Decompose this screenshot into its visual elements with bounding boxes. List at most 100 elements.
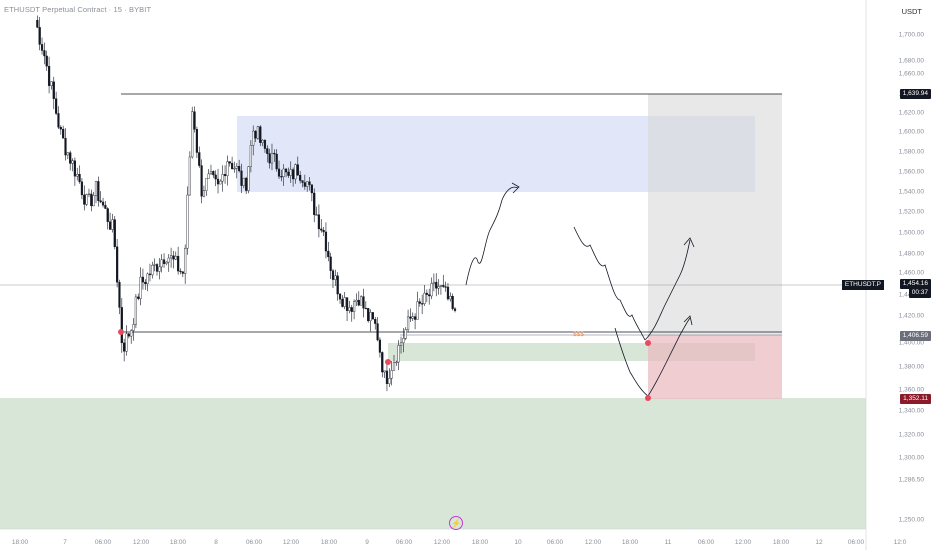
candle-body (355, 299, 358, 302)
price-tick-label: 1,580.00 (898, 148, 924, 156)
price-tick-label: 1,540.00 (898, 188, 924, 196)
candle-body (209, 171, 213, 175)
time-tick-label: 18:00 (320, 539, 338, 546)
candle-body (137, 296, 140, 299)
candle-body (308, 181, 311, 185)
candle-body (392, 362, 396, 371)
candle-body (174, 255, 177, 260)
candle-body (376, 323, 379, 341)
candle-body (320, 228, 323, 231)
candle-body (367, 308, 370, 322)
projection-path-1 (465, 186, 519, 286)
time-tick-label: 12:00 (584, 539, 602, 546)
candle-body (284, 168, 288, 173)
liquidity-label: $$$ (573, 331, 584, 338)
candle-body (38, 27, 41, 45)
time-tick-label: 06:00 (395, 539, 413, 546)
chart-title: ETHUSDT Perpetual Contract · 15 · BYBIT (4, 5, 152, 14)
candle-body (317, 214, 321, 230)
candle-body (71, 160, 74, 164)
candle-body (277, 168, 281, 177)
candle-body (383, 370, 386, 373)
time-tick-label: 18:00 (621, 539, 639, 546)
candle-body (226, 161, 229, 177)
candle-body (357, 299, 360, 306)
candle-body (214, 174, 217, 180)
price-tick-label: 1,360.00 (898, 386, 924, 394)
projection-path-3 (644, 239, 691, 341)
price-tick-label: 1,560.00 (898, 168, 924, 176)
candle-body (66, 152, 69, 156)
candle-body (162, 259, 166, 264)
time-tick-label: 12:00 (282, 539, 300, 546)
candle-body (381, 352, 384, 373)
candle-body (146, 273, 149, 284)
candle-body (322, 230, 325, 233)
candle-body (397, 345, 400, 363)
candle-body (113, 219, 116, 248)
candle-body (287, 171, 290, 176)
candle-body (221, 174, 224, 182)
candle-body (345, 297, 349, 311)
candle-body (350, 307, 353, 312)
candle-body (416, 301, 419, 320)
candle-body (158, 266, 161, 272)
candle-body (151, 265, 154, 276)
candle-body (155, 264, 159, 272)
candle-body (169, 255, 173, 259)
candle-body (111, 219, 114, 230)
candle-body (99, 200, 102, 203)
candle-body (432, 281, 435, 284)
risk-zone (648, 335, 782, 399)
candle-body (85, 194, 88, 205)
candle-body (144, 281, 147, 284)
candle-body (268, 153, 271, 164)
candle-body (313, 192, 316, 215)
candle-body (104, 204, 107, 209)
candle-body (453, 308, 457, 311)
time-tick-label: 12 (815, 539, 823, 546)
candle-body (177, 255, 180, 272)
countdown-tag: 00:37 (908, 288, 931, 298)
candle-body (64, 138, 67, 156)
candle-body (254, 130, 257, 139)
price-tick-label: 1,420.00 (898, 312, 924, 320)
time-tick-label: 7 (63, 539, 67, 546)
candle-body (273, 152, 276, 155)
price-tick-label: 1,340.00 (898, 407, 924, 415)
candle-body (296, 164, 299, 176)
candle-body (442, 285, 445, 287)
candle-body (200, 165, 203, 197)
candle-body (50, 81, 53, 86)
price-tick-label: 1,380.00 (898, 363, 924, 371)
price-tick-label: 1,300.00 (898, 454, 924, 462)
price-tick-label: 1,286.50 (898, 476, 924, 484)
candle-body (439, 285, 443, 287)
candle-body (134, 296, 137, 325)
candle-body (353, 301, 356, 312)
candle-body (141, 276, 145, 283)
candle-body (207, 173, 210, 179)
candle-body (195, 129, 198, 153)
candle-body (266, 148, 269, 154)
time-tick-label: 06:00 (245, 539, 263, 546)
candle-body (73, 160, 76, 177)
candle-body (76, 174, 79, 177)
candle-body (282, 168, 285, 177)
time-tick-label: 18:00 (471, 539, 489, 546)
candle-body (399, 342, 403, 346)
price-tick-label: 1,600.00 (898, 128, 924, 136)
candle-body (329, 256, 332, 271)
candle-body (341, 298, 344, 307)
time-tick-label: 11 (664, 539, 672, 546)
candle-body (228, 161, 231, 164)
candle-body (240, 170, 243, 186)
candle-body (275, 153, 278, 170)
candle-body (191, 111, 194, 158)
candle-body (444, 286, 447, 288)
stop-marker (645, 395, 651, 401)
candle-body (106, 208, 109, 222)
stop-level-tag: 1,352.11 (900, 394, 931, 404)
candle-body (125, 333, 128, 352)
